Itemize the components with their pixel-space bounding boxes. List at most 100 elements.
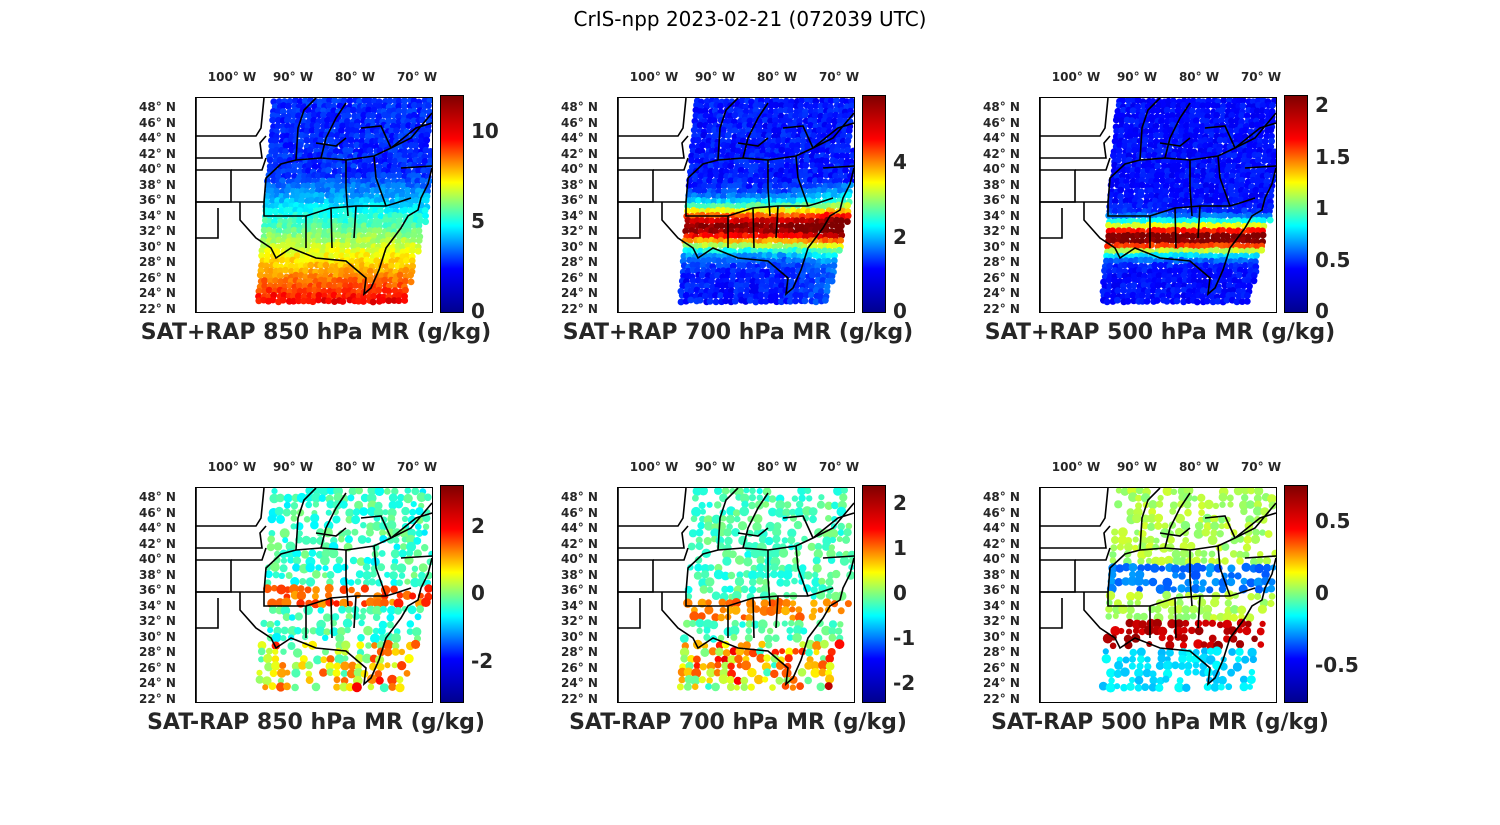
data-point [265, 226, 273, 234]
data-point [822, 171, 830, 179]
data-point [1195, 151, 1202, 159]
data-point [304, 241, 311, 249]
data-point [1158, 132, 1165, 139]
data-point [409, 247, 416, 255]
data-point [762, 488, 772, 496]
data-point [756, 653, 766, 663]
data-point [257, 647, 266, 656]
data-point [384, 662, 391, 669]
data-point [1238, 112, 1246, 119]
map-plot [617, 487, 855, 703]
data-point [393, 127, 400, 134]
data-point [1168, 186, 1176, 194]
data-point [363, 251, 370, 259]
boundary-line [1040, 98, 1109, 137]
data-point [258, 262, 265, 269]
data-point [362, 563, 371, 571]
data-point [760, 192, 768, 199]
data-point [770, 548, 781, 558]
data-point [316, 222, 324, 230]
data-point [847, 111, 854, 119]
lon-label: 80° W [334, 70, 376, 84]
data-point [769, 142, 777, 150]
data-point [739, 272, 747, 279]
boundary-line [1204, 125, 1236, 149]
data-point [400, 543, 408, 551]
lat-label: 40° N [983, 162, 1020, 176]
data-point [421, 529, 428, 536]
data-point [758, 549, 766, 558]
data-point [746, 296, 754, 304]
data-point [772, 527, 782, 537]
data-point [707, 171, 714, 179]
data-point [413, 549, 422, 558]
data-point [401, 206, 409, 214]
data-point [796, 117, 803, 125]
boundary-line [390, 122, 432, 149]
data-point [309, 536, 317, 545]
data-point [284, 122, 291, 130]
data-point [801, 111, 809, 119]
data-point [272, 207, 279, 215]
data-point [258, 247, 266, 254]
data-point [716, 177, 724, 185]
data-point [374, 670, 383, 678]
data-point [844, 137, 852, 145]
data-point [348, 586, 355, 594]
data-point [390, 579, 398, 587]
data-point [405, 223, 413, 230]
data-point [266, 620, 275, 629]
lat-label: 26° N [139, 270, 176, 285]
data-point [389, 571, 398, 580]
data-point [737, 286, 745, 294]
data-point [731, 590, 742, 601]
data-point [748, 501, 756, 510]
data-point [731, 111, 739, 119]
data-point [1234, 156, 1242, 164]
data-point [258, 252, 265, 260]
data-point [727, 292, 735, 299]
data-point [380, 171, 388, 179]
data-point [323, 628, 331, 636]
data-point [737, 521, 748, 531]
data-point [365, 642, 372, 649]
data-point [337, 261, 345, 269]
data-point [737, 166, 745, 174]
data-point [762, 298, 770, 305]
data-point [271, 222, 278, 230]
data-point [799, 131, 807, 139]
data-point [1225, 152, 1233, 159]
data-point [1252, 197, 1260, 205]
data-point [422, 196, 430, 204]
data-point [718, 598, 727, 607]
data-point [797, 292, 805, 300]
data-point [277, 207, 285, 215]
colorbar-tick: -2 [471, 648, 494, 673]
data-point [689, 619, 697, 628]
data-point [380, 605, 387, 613]
data-point [266, 543, 275, 552]
data-point [325, 166, 332, 174]
data-point [339, 682, 349, 692]
data-point [282, 537, 289, 544]
data-point [1250, 277, 1258, 285]
data-point [1121, 261, 1129, 269]
lat-label: 34° N [561, 208, 598, 223]
data-point [688, 157, 695, 164]
data-point [1114, 107, 1122, 115]
data-point [764, 536, 774, 546]
data-point [778, 212, 786, 219]
data-point [753, 273, 761, 280]
data-point [391, 147, 399, 154]
data-point [1154, 107, 1161, 114]
data-point [831, 501, 839, 510]
data-point [367, 267, 374, 275]
boundary-line [196, 208, 219, 239]
data-point [321, 222, 329, 230]
data-point [342, 272, 350, 280]
data-point [772, 287, 780, 294]
data-point [703, 537, 712, 545]
data-point [406, 534, 416, 545]
data-point [390, 172, 398, 180]
lon-label: 80° W [1178, 70, 1220, 84]
